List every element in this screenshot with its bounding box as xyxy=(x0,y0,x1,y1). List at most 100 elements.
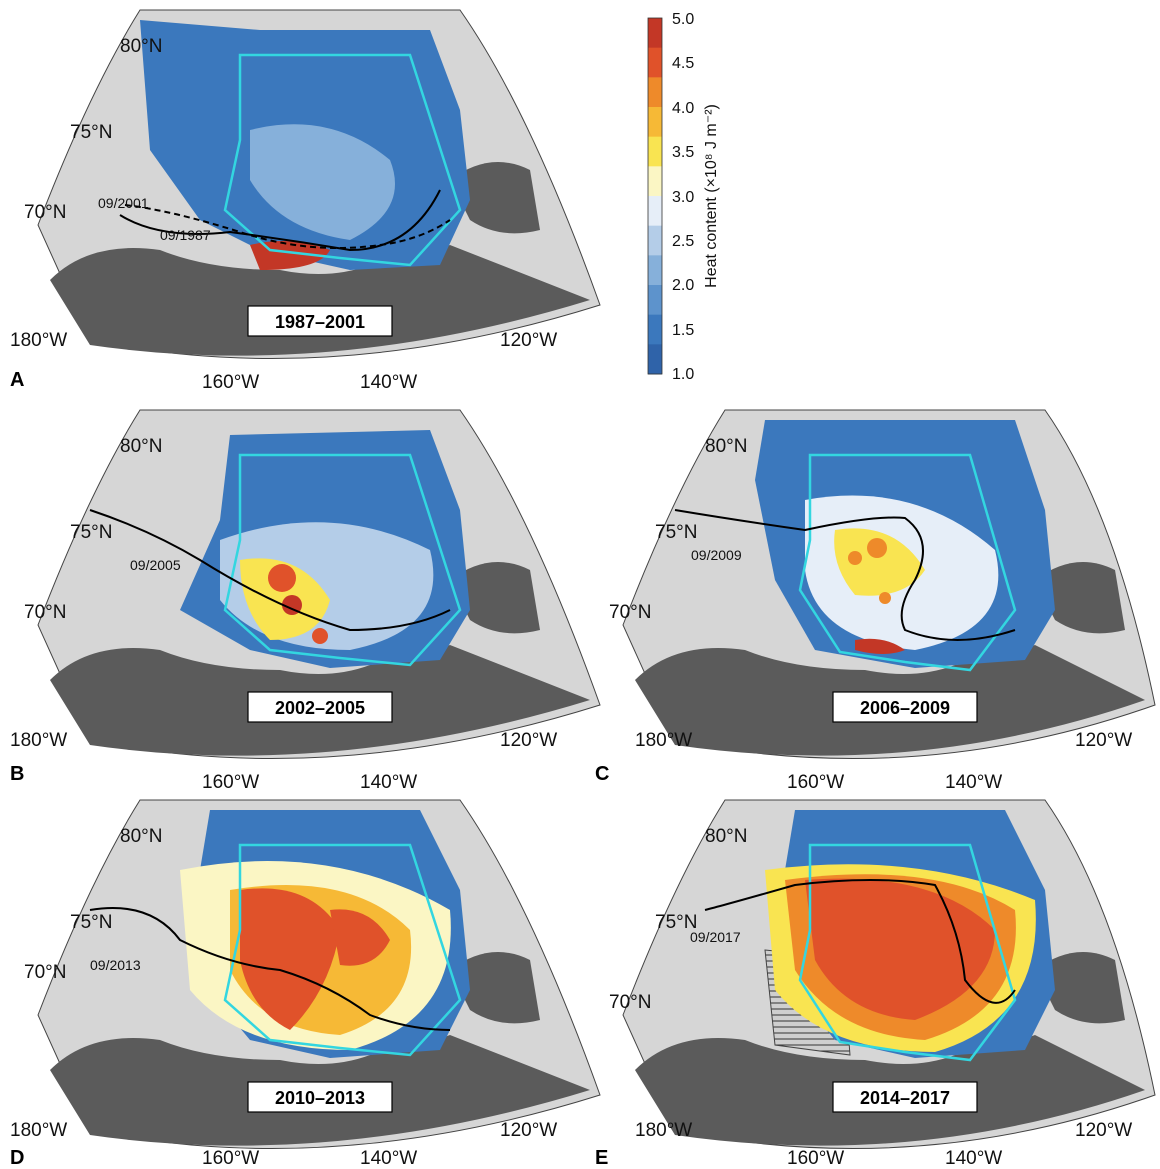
panel-letter: D xyxy=(10,1147,24,1169)
lon-label: 140°W xyxy=(360,772,417,793)
lon-label: 180°W xyxy=(10,330,67,351)
colorbar-tick: 4.5 xyxy=(672,55,694,72)
lon-label: 140°W xyxy=(945,1148,1002,1169)
period-label: 1987–2001 xyxy=(275,312,365,332)
lat-label: 70°N xyxy=(24,202,66,223)
lat-label: 80°N xyxy=(705,826,747,847)
heat-hotspot xyxy=(855,638,905,654)
heat-field-hot xyxy=(240,888,340,1030)
lon-label: 180°W xyxy=(635,1120,692,1141)
colorbar-tick: 5.0 xyxy=(672,11,694,28)
lon-label: 140°W xyxy=(945,772,1002,793)
ice-edge-contour xyxy=(89,907,451,1031)
study-box xyxy=(223,843,462,1057)
land-canada-islands xyxy=(450,562,540,634)
colorbar-swatch xyxy=(648,77,662,108)
colorbar-swatch xyxy=(648,107,662,138)
contour-label: 09/2017 xyxy=(690,929,741,945)
lon-label: 160°W xyxy=(202,1148,259,1169)
lat-label: 75°N xyxy=(655,912,697,933)
lat-label: 80°N xyxy=(705,436,747,457)
heat-hotspot xyxy=(848,551,862,565)
heat-hotspot xyxy=(250,241,330,270)
panel-letter: A xyxy=(10,369,24,391)
study-box xyxy=(798,453,1017,672)
heat-hotspot xyxy=(282,595,302,615)
colorbar-swatch xyxy=(648,136,662,167)
lon-label: 180°W xyxy=(635,730,692,751)
lat-label: 80°N xyxy=(120,436,162,457)
colorbar-tick: 3.5 xyxy=(672,144,694,161)
contour-label: 09/2005 xyxy=(130,557,181,573)
contour-label: 09/2009 xyxy=(691,547,742,563)
colorbar-tick: 2.0 xyxy=(672,277,694,294)
land-alaska xyxy=(50,245,590,356)
lon-label: 160°W xyxy=(202,772,259,793)
lat-label: 70°N xyxy=(609,992,651,1013)
contour-label: 09/2001 xyxy=(98,195,149,211)
lon-label: 140°W xyxy=(360,1148,417,1169)
map-panel-e: 09/2017 80°N 75°N 70°N 180°W 160°W 140°W… xyxy=(609,799,1156,1169)
lat-label: 75°N xyxy=(655,522,697,543)
lon-label: 120°W xyxy=(500,330,557,351)
heat-hotspot xyxy=(312,628,328,644)
lat-label: 75°N xyxy=(70,522,112,543)
map-panel-c: 09/2009 80°N 75°N 70°N 180°W 160°W 140°W… xyxy=(609,409,1156,793)
lon-label: 120°W xyxy=(1075,1120,1132,1141)
heat-field-warm xyxy=(834,528,925,596)
colorbar-swatch xyxy=(648,166,662,197)
heat-field-hot xyxy=(805,878,995,1020)
land-canada-islands xyxy=(450,162,540,234)
lon-label: 120°W xyxy=(1075,730,1132,751)
lat-label: 80°N xyxy=(120,36,162,57)
colorbar-tick: 1.5 xyxy=(672,322,694,339)
land-canada-islands xyxy=(1035,952,1125,1024)
ice-edge-contour xyxy=(674,509,1016,641)
period-label: 2010–2013 xyxy=(275,1088,365,1108)
lon-label: 180°W xyxy=(10,1120,67,1141)
lat-label: 70°N xyxy=(24,602,66,623)
study-box xyxy=(223,53,462,267)
colorbar-tick: 2.5 xyxy=(672,233,694,250)
colorbar-swatches xyxy=(648,18,662,375)
map-panel-d: 09/2013 80°N 75°N 70°N 180°W 160°W 140°W… xyxy=(10,799,601,1169)
heat-hotspot xyxy=(268,564,296,592)
colorbar-tick: 3.0 xyxy=(672,189,694,206)
lat-label: 75°N xyxy=(70,912,112,933)
panel-letter: E xyxy=(595,1147,608,1169)
heat-field-hot xyxy=(330,909,390,966)
land-canada-islands xyxy=(450,952,540,1024)
lat-label: 75°N xyxy=(70,122,112,143)
colorbar: 5.0 4.5 4.0 3.5 3.0 2.5 2.0 1.5 1.0 Heat… xyxy=(647,11,720,383)
colorbar-tick: 1.0 xyxy=(672,366,694,383)
colorbar-swatch xyxy=(648,344,662,375)
colorbar-title: Heat content (×10⁸ J m⁻²) xyxy=(703,104,720,288)
heat-field-inner xyxy=(250,124,395,240)
ice-edge-contour xyxy=(124,204,451,249)
lon-label: 180°W xyxy=(10,730,67,751)
map-panel-a: 09/2001 09/1987 80°N 75°N 70°N 180°W 160… xyxy=(10,9,601,393)
panel-letter: B xyxy=(10,763,24,785)
contour-label: 09/1987 xyxy=(160,227,211,243)
heat-hotspot xyxy=(879,592,891,604)
ice-edge-contour xyxy=(704,879,1016,1004)
heat-hotspot xyxy=(867,538,887,558)
study-box xyxy=(223,453,462,667)
ice-edge-contour xyxy=(119,189,441,252)
lat-label: 80°N xyxy=(120,826,162,847)
lat-label: 70°N xyxy=(609,602,651,623)
study-box xyxy=(798,843,1017,1062)
colorbar-swatch xyxy=(648,196,662,227)
lon-label: 120°W xyxy=(500,730,557,751)
lon-label: 160°W xyxy=(787,1148,844,1169)
land-canada-islands xyxy=(1035,562,1125,634)
period-label: 2006–2009 xyxy=(860,698,950,718)
colorbar-swatch xyxy=(648,285,662,316)
ice-edge-contour xyxy=(89,509,451,632)
period-label: 2014–2017 xyxy=(860,1088,950,1108)
contour-label: 09/2013 xyxy=(90,957,141,973)
map-panel-b: 09/2005 80°N 75°N 70°N 180°W 160°W 140°W… xyxy=(10,409,601,793)
period-label: 2002–2005 xyxy=(275,698,365,718)
colorbar-tick: 4.0 xyxy=(672,100,694,117)
